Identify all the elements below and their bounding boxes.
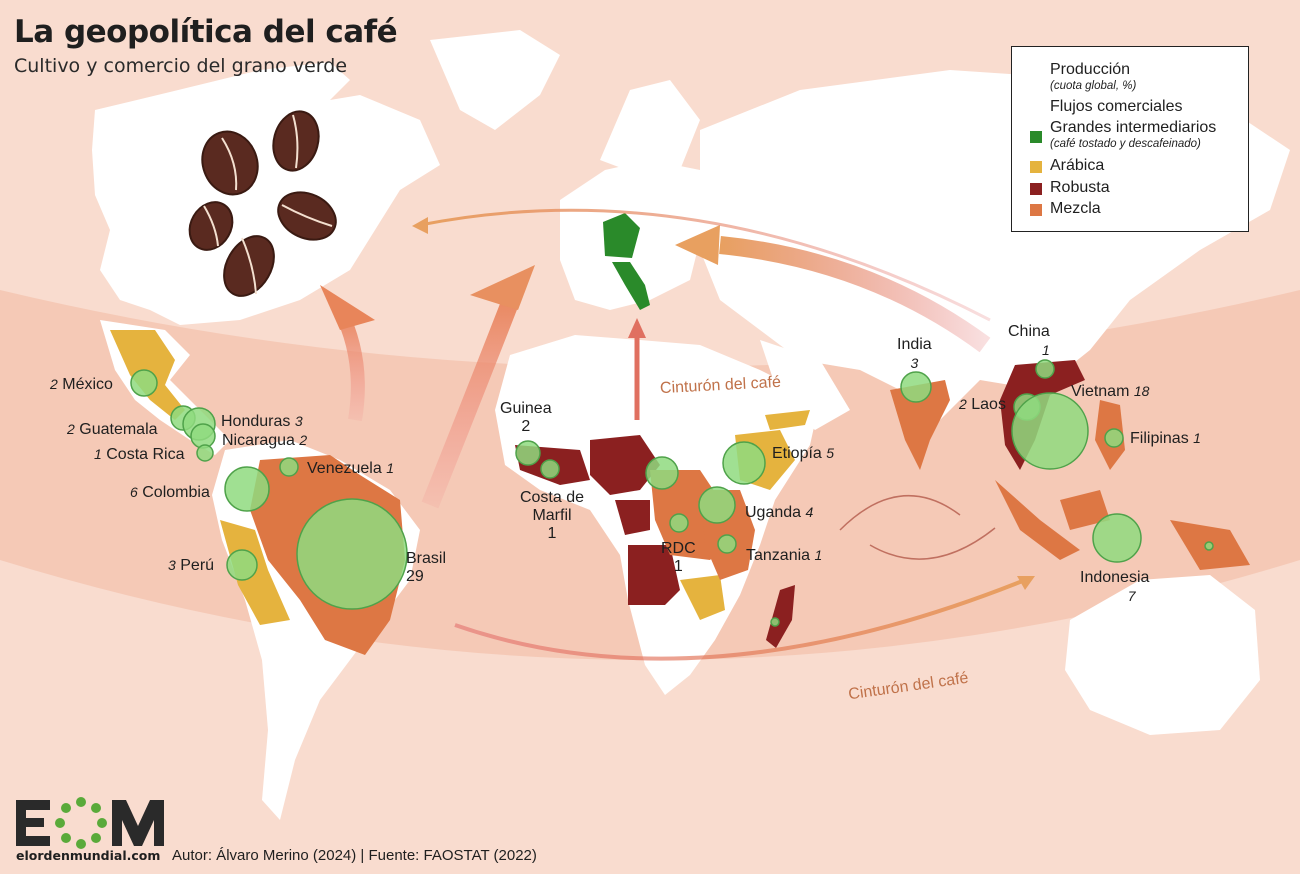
bubble-vietnam	[1011, 392, 1089, 470]
label-colombia: 6 Colombia	[130, 484, 210, 501]
credit-line: Autor: Álvaro Merino (2024) | Fuente: FA…	[172, 847, 537, 864]
label-honduras: Honduras 3	[221, 413, 303, 430]
bubble-madagascar	[770, 617, 780, 627]
coffee-bean	[201, 130, 259, 196]
label-rdc: RDC 1	[661, 540, 696, 575]
bubble-venezuela	[279, 457, 299, 477]
bubble-china	[1035, 359, 1055, 379]
eom-logo	[16, 797, 164, 849]
label-indonesia: Indonesia 7	[1080, 569, 1150, 604]
label-india: India 3	[897, 336, 932, 371]
production-bubbles	[130, 359, 1214, 627]
label-peru: 3 Perú	[168, 557, 215, 574]
label-guatemala: 2 Guatemala	[67, 421, 158, 438]
flow-arrowhead	[412, 217, 428, 234]
borneo-region	[1060, 490, 1110, 530]
bubble-brasil	[296, 498, 408, 610]
bubble-mexico	[130, 369, 158, 397]
flow-brazil-europe	[421, 286, 524, 509]
north-america	[92, 62, 440, 325]
legend-intermediaries-swatch	[1030, 131, 1042, 143]
india-region	[890, 380, 950, 470]
bubble-filipinas	[1104, 428, 1124, 448]
legend-production-sub: (cuota global, %)	[1050, 80, 1137, 92]
bubble-cameroon	[645, 456, 679, 490]
bubble-rdc	[669, 513, 689, 533]
label-costa-de-marfil: Costa de Marfil 1	[519, 489, 585, 542]
coffee-bean	[223, 235, 275, 297]
legend-mix-swatch	[1030, 204, 1042, 216]
coffee-bean	[272, 110, 320, 172]
bubble-costa-de-marfil	[540, 459, 560, 479]
angola-region	[628, 545, 680, 605]
legend-mix: Mezcla	[1050, 200, 1101, 217]
germany-region	[603, 213, 640, 258]
label-etiopia: Etiopía 5	[772, 445, 835, 462]
yemen-region	[765, 410, 810, 430]
greenland	[430, 30, 560, 130]
bubble-uganda	[698, 486, 736, 524]
label-laos: 2 Laos	[959, 396, 1006, 413]
flow-africa-asia-top	[839, 495, 961, 531]
label-china: China 1	[1007, 323, 1050, 358]
label-nicaragua: Nicaragua 2	[222, 432, 308, 449]
coffee-beans-illustration	[188, 110, 337, 297]
legend: Producción (cuota global, %) Flujos come…	[1011, 46, 1249, 232]
europe	[560, 160, 720, 310]
label-brasil: Brasil 29	[406, 550, 447, 585]
bubble-peru	[226, 549, 258, 581]
label-mexico: 2 México	[50, 376, 113, 393]
label-guinea: Guinea 2	[500, 400, 552, 435]
scandinavia	[600, 80, 700, 175]
coffee-bean	[188, 201, 234, 251]
legend-robusta: Robusta	[1050, 179, 1110, 196]
legend-intermediaries-sub: (café tostado y descafeinado)	[1050, 138, 1201, 150]
label-costa-rica: 1 Costa Rica	[94, 446, 185, 463]
page-subtitle: Cultivo y comercio del grano verde	[14, 55, 348, 77]
arabia	[760, 340, 850, 430]
legend-arabica-swatch	[1030, 161, 1042, 173]
label-filipinas: Filipinas 1	[1130, 430, 1201, 447]
nigeria-cameroon-region	[590, 435, 660, 495]
legend-arabica: Arábica	[1050, 157, 1105, 174]
legend-production: Producción	[1050, 61, 1131, 78]
flow-arrowhead	[470, 265, 535, 310]
bubble-costa-rica	[196, 444, 214, 462]
flow-arrowhead	[320, 285, 375, 330]
italy-region	[612, 262, 650, 310]
madagascar-region	[766, 585, 795, 648]
flow-asia-europe	[719, 236, 991, 353]
label-vietnam: Vietnam 18	[1071, 383, 1150, 400]
flow-samerica-asia	[454, 578, 1026, 661]
legend-intermediaries: Grandes intermediarios	[1050, 119, 1217, 136]
bubble-etiopia	[722, 441, 766, 485]
bubble-tanzania	[717, 534, 737, 554]
bubble-indonesia	[1092, 513, 1142, 563]
logo-url[interactable]: elordenmundial.com	[16, 848, 161, 863]
flow-africa-asia-bottom	[869, 527, 996, 560]
trade-flows	[320, 208, 1035, 661]
indonesia-region	[995, 480, 1080, 560]
label-uganda: Uganda 4	[745, 504, 814, 521]
flow-arrowhead	[1017, 576, 1035, 590]
page-title: La geopolítica del café	[14, 14, 398, 50]
label-venezuela: Venezuela 1	[307, 460, 394, 477]
flow-asia-namerica	[419, 208, 991, 322]
bubble-guinea	[515, 440, 541, 466]
bubble-colombia	[224, 466, 270, 512]
bubble-papua	[1204, 541, 1214, 551]
label-tanzania: Tanzania 1	[746, 547, 823, 564]
gabon-congo-region	[615, 500, 650, 535]
bubble-nicaragua	[190, 423, 216, 449]
flow-arrowhead	[628, 318, 646, 338]
legend-flows: Flujos comerciales	[1050, 98, 1183, 115]
angola-south-region	[680, 575, 725, 620]
flow-arrowhead	[675, 225, 720, 265]
legend-robusta-swatch	[1030, 183, 1042, 195]
intermediaries-regions	[603, 213, 650, 310]
bubble-india	[900, 371, 932, 403]
coffee-bean-creases	[203, 114, 333, 295]
australia	[1065, 575, 1260, 735]
